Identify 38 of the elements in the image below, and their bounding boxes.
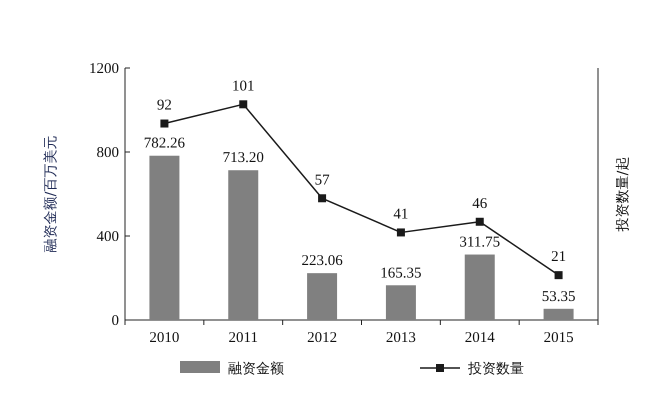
data-label: 41 [393, 206, 408, 222]
data-label: 101 [232, 78, 254, 94]
x-tick-label: 2015 [544, 330, 574, 346]
x-tick-label: 2013 [386, 330, 416, 346]
data-label: 223.06 [301, 253, 344, 270]
bar [228, 170, 258, 320]
y2-axis-title: 投资数量/起 [615, 156, 631, 232]
point [160, 120, 168, 128]
x-tick-label: 2012 [307, 330, 338, 346]
bar [386, 285, 416, 320]
y-tick-label: 1200 [89, 61, 119, 77]
x-tick-label: 2014 [464, 330, 496, 346]
point [318, 194, 326, 202]
legend-label: 投资数量 [467, 361, 524, 377]
x-tick-label: 2011 [228, 330, 258, 346]
y-tick-label: 0 [112, 313, 119, 329]
y-tick-label: 400 [96, 229, 119, 245]
data-label: 782.26 [144, 136, 186, 152]
point [239, 100, 248, 108]
bar [544, 308, 574, 320]
point [476, 218, 484, 226]
bar [307, 273, 338, 320]
point [554, 271, 563, 280]
bar [149, 156, 180, 320]
data-label: 21 [551, 249, 566, 266]
data-label: 713.20 [222, 150, 264, 166]
legend-label: 融资金额 [228, 361, 284, 377]
point [396, 228, 405, 236]
data-label: 92 [156, 98, 172, 114]
data-label: 46 [472, 196, 488, 212]
y-axis-title: 融资金额/百万美元 [43, 136, 59, 252]
bar [464, 254, 495, 320]
data-label: 53.35 [542, 288, 576, 305]
data-label: 311.75 [459, 234, 500, 251]
data-label: 165.35 [380, 265, 422, 282]
data-label: 57 [314, 172, 330, 188]
x-tick-label: 2010 [149, 330, 180, 346]
y-tick-label: 800 [96, 145, 119, 161]
